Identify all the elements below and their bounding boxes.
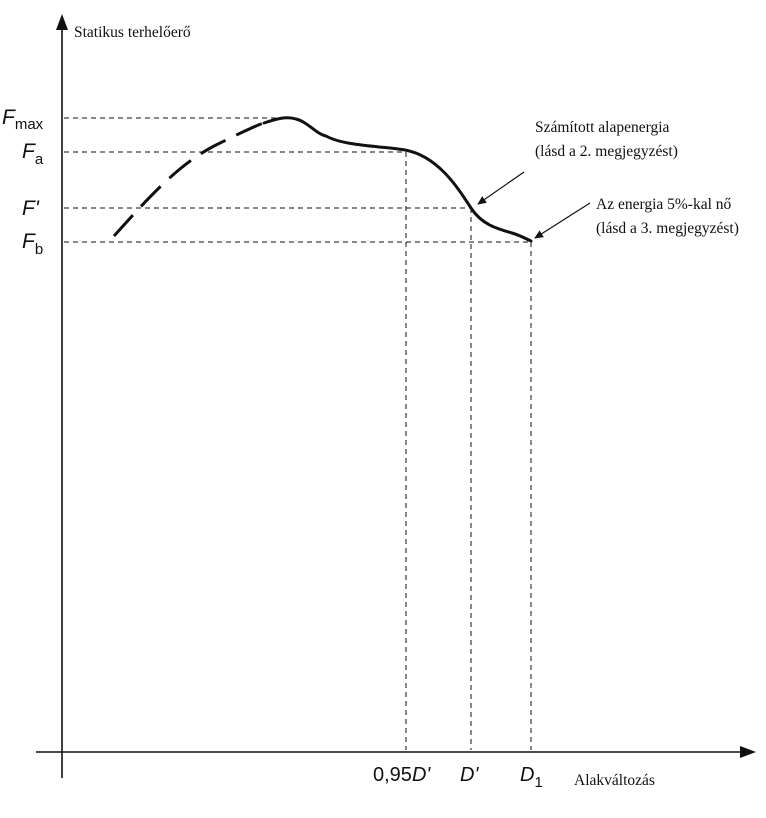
base-energy-annotation: Számított alapenergia (lásd a 2. megjegy…: [535, 119, 678, 160]
d095-label: 0,95D': [373, 764, 431, 786]
force-curve-solid-segment: [262, 116, 533, 243]
x-axis-arrowhead: [740, 746, 756, 758]
base-energy-arrow: [477, 171, 525, 205]
x-axis: [36, 746, 756, 758]
y-axis-arrowhead: [56, 14, 68, 30]
fb-label: Fb: [22, 230, 43, 258]
x-axis-label: Alakváltozás: [574, 772, 655, 789]
force-curve-dashed-segment: [112, 120, 267, 238]
energy-increase-arrow: [534, 202, 591, 239]
y-axis: [56, 14, 68, 778]
dprime-label: D': [460, 764, 479, 786]
fprime-label: F': [22, 197, 40, 220]
energy-increase-annotation: Az energia 5%-kal nő (lásd a 3. megjegyz…: [596, 196, 739, 237]
fa-label: Fa: [22, 140, 44, 168]
fmax-label: Fmax: [2, 106, 44, 133]
y-axis-label: Statikus terhelőerő: [74, 24, 191, 41]
d1-label: D1: [520, 764, 543, 791]
